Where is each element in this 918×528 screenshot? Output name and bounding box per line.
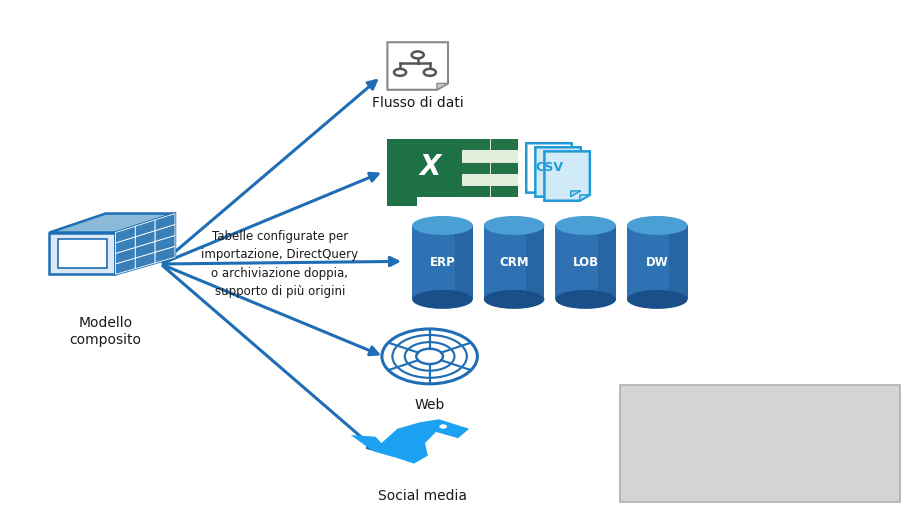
Polygon shape [526, 143, 572, 193]
FancyBboxPatch shape [454, 225, 473, 299]
Text: CRM: CRM [499, 256, 529, 269]
Text: LOB: LOB [573, 256, 599, 269]
Text: Flusso di dati: Flusso di dati [372, 96, 464, 110]
FancyBboxPatch shape [669, 225, 688, 299]
Circle shape [416, 348, 443, 364]
Text: Gateway richiesto per
le origini locali: Gateway richiesto per le origini locali [679, 425, 840, 462]
Polygon shape [50, 213, 175, 232]
Circle shape [411, 51, 424, 59]
FancyBboxPatch shape [412, 225, 473, 299]
Text: Modello
composito: Modello composito [70, 316, 141, 347]
Text: Web: Web [414, 398, 445, 412]
Text: Social media: Social media [378, 489, 466, 503]
Polygon shape [135, 241, 155, 258]
FancyBboxPatch shape [620, 385, 900, 502]
Polygon shape [135, 220, 155, 237]
FancyBboxPatch shape [462, 185, 518, 197]
FancyBboxPatch shape [598, 225, 616, 299]
Polygon shape [116, 226, 135, 243]
Polygon shape [544, 152, 590, 201]
FancyBboxPatch shape [555, 225, 616, 299]
Polygon shape [50, 232, 116, 275]
Ellipse shape [555, 290, 616, 309]
Polygon shape [135, 252, 155, 269]
Polygon shape [387, 42, 448, 90]
Polygon shape [562, 187, 572, 193]
Polygon shape [535, 147, 581, 196]
Circle shape [382, 329, 477, 384]
FancyBboxPatch shape [484, 225, 544, 299]
FancyBboxPatch shape [387, 139, 518, 197]
Ellipse shape [484, 216, 544, 235]
Circle shape [394, 69, 406, 76]
FancyBboxPatch shape [526, 225, 544, 299]
Polygon shape [155, 213, 175, 231]
Polygon shape [155, 235, 175, 252]
Polygon shape [580, 195, 590, 201]
Polygon shape [387, 197, 417, 205]
Polygon shape [571, 191, 581, 196]
Polygon shape [373, 419, 469, 464]
Ellipse shape [627, 216, 688, 235]
Polygon shape [116, 213, 175, 275]
Text: ERP: ERP [430, 256, 455, 269]
Polygon shape [437, 83, 448, 90]
Text: CSV: CSV [535, 162, 563, 174]
Polygon shape [351, 435, 395, 457]
Circle shape [440, 425, 447, 429]
FancyBboxPatch shape [627, 225, 688, 299]
FancyBboxPatch shape [462, 139, 518, 150]
Circle shape [424, 69, 436, 76]
Ellipse shape [555, 216, 616, 235]
Ellipse shape [412, 290, 473, 309]
Polygon shape [58, 239, 106, 268]
Polygon shape [155, 246, 175, 263]
FancyBboxPatch shape [462, 139, 518, 197]
Polygon shape [116, 237, 135, 253]
Text: X: X [420, 153, 441, 181]
FancyBboxPatch shape [462, 162, 518, 174]
Polygon shape [135, 231, 155, 248]
Ellipse shape [484, 290, 544, 309]
Polygon shape [116, 248, 135, 264]
Text: Tabelle configurate per
importazione, DirectQuery
o archiviazione doppia,
suppor: Tabelle configurate per importazione, Di… [201, 230, 359, 298]
Ellipse shape [412, 216, 473, 235]
Polygon shape [155, 224, 175, 241]
Polygon shape [116, 258, 135, 275]
Ellipse shape [627, 290, 688, 309]
Text: DW: DW [646, 256, 668, 269]
